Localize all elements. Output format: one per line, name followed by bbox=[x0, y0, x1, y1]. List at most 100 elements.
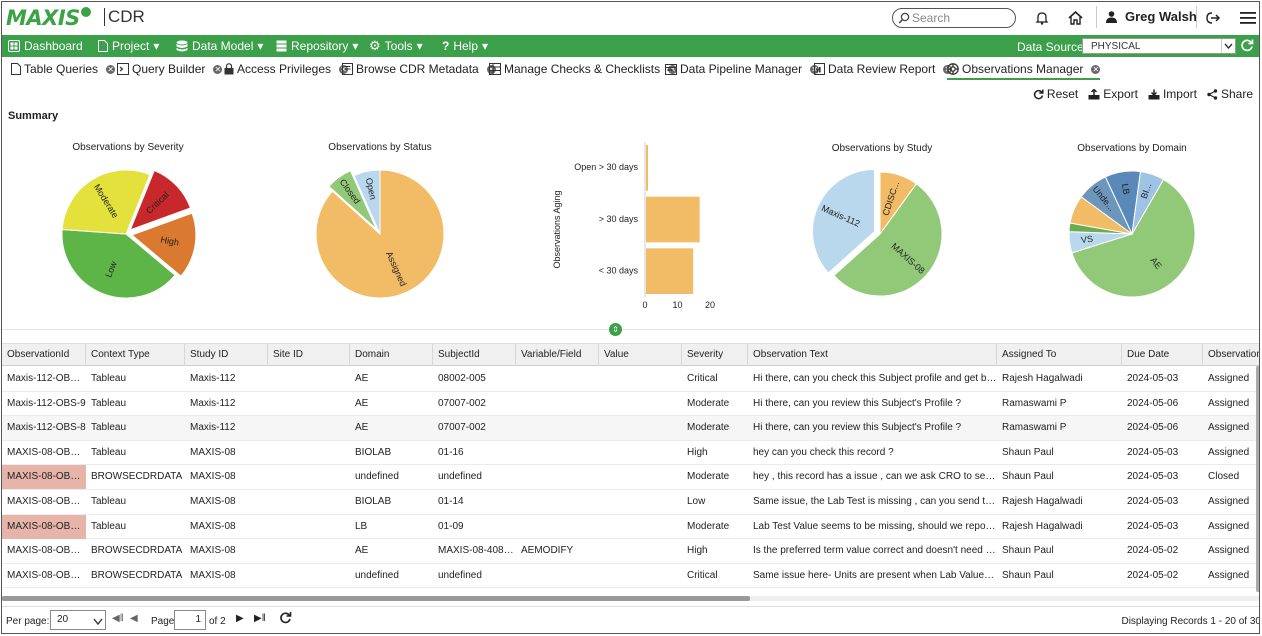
tab-browse-cdr-metadata[interactable]: Browse CDR Metadata ✕ bbox=[342, 62, 496, 76]
pie-slice[interactable] bbox=[130, 212, 197, 277]
column-header[interactable]: SubjectId bbox=[433, 344, 516, 366]
table-cell: AE bbox=[355, 545, 369, 557]
prev-page-icon[interactable]: ◀ bbox=[130, 613, 138, 624]
table-row[interactable]: Maxis-112-OBS-... Tableau Maxis-112 AE 08002… bbox=[2, 367, 1259, 392]
expand-collapse-icon[interactable]: ⇕ bbox=[609, 323, 622, 336]
export-button[interactable]: Export bbox=[1088, 87, 1138, 101]
first-page-icon[interactable]: ◀‖ bbox=[112, 613, 124, 624]
pie-slice[interactable] bbox=[1071, 178, 1196, 298]
close-icon[interactable]: ✕ bbox=[486, 64, 496, 74]
column-header[interactable]: Domain bbox=[350, 344, 433, 366]
column-header[interactable]: Due Date bbox=[1122, 344, 1203, 366]
hamburger-menu-icon[interactable] bbox=[1238, 8, 1258, 28]
import-button[interactable]: Import bbox=[1148, 87, 1197, 101]
table-cell: MAXIS-08-OBS-54 bbox=[7, 496, 86, 507]
horizontal-scrollbar[interactable] bbox=[2, 596, 1259, 601]
menu-help[interactable]: ? Help ▾ bbox=[442, 39, 488, 53]
column-header[interactable]: Site ID bbox=[268, 344, 350, 366]
table-row[interactable]: MAXIS-08-OBS-55 BROWSECDRDATA MAXIS-08 unde… bbox=[2, 465, 1259, 490]
table-row[interactable]: MAXIS-08-OBS-54 Tableau MAXIS-08 BIOLAB 01-1… bbox=[2, 490, 1259, 515]
table-cell: MAXIS-08 bbox=[190, 545, 236, 557]
logout-icon[interactable] bbox=[1203, 8, 1223, 28]
column-header[interactable]: Observations bbox=[1203, 344, 1259, 366]
pie-slice[interactable] bbox=[833, 183, 943, 297]
pie-slice[interactable] bbox=[812, 169, 876, 274]
table-row[interactable]: MAXIS-08-OBS-52 BROWSECDRDATA MAXIS-08 AE MA… bbox=[2, 539, 1259, 564]
menu-repository[interactable]: Repository ▾ bbox=[276, 39, 358, 53]
menu-project[interactable]: Project ▾ bbox=[98, 39, 159, 53]
column-header[interactable]: Study ID bbox=[185, 344, 268, 366]
table-cell bbox=[599, 490, 682, 514]
table-row[interactable]: Maxis-112-OBS-9 Tableau Maxis-112 AE 07007-0… bbox=[2, 392, 1259, 417]
column-header[interactable]: Context Type bbox=[86, 344, 185, 366]
pie-slice[interactable] bbox=[61, 169, 151, 235]
search-input[interactable]: Search bbox=[892, 8, 1016, 28]
table-cell: undefined bbox=[438, 471, 482, 483]
table-row[interactable]: MAXIS-08-OBS-51 BROWSECDRDATA MAXIS-08 unde… bbox=[2, 564, 1259, 589]
home-icon[interactable] bbox=[1065, 8, 1085, 28]
tab-access-privileges[interactable]: Access Privileges ✕ bbox=[224, 62, 349, 76]
close-icon[interactable]: ✕ bbox=[339, 64, 349, 74]
refresh-icon[interactable] bbox=[1240, 38, 1254, 52]
tab-table-queries[interactable]: Table Queries ✕ bbox=[11, 62, 116, 76]
tab-query-builder[interactable]: Query Builder ✕ bbox=[117, 62, 223, 76]
panel-splitter[interactable] bbox=[2, 329, 1259, 330]
notification-bell-icon[interactable] bbox=[1032, 8, 1052, 28]
data-source-select[interactable]: PHYSICAL bbox=[1082, 38, 1236, 54]
close-icon[interactable]: ✕ bbox=[213, 64, 223, 74]
table-cell: Assigned bbox=[1208, 496, 1250, 507]
close-icon[interactable]: ✕ bbox=[1091, 64, 1101, 74]
pie-slice[interactable] bbox=[61, 229, 176, 299]
table-cell: MAXIS-08-OBS-51 bbox=[7, 569, 86, 581]
dashboard-icon bbox=[8, 40, 20, 52]
table-cell bbox=[268, 465, 350, 489]
tab-manage-checks[interactable]: Manage Checks & Checklists ✕ bbox=[489, 62, 678, 76]
bar[interactable] bbox=[646, 196, 700, 243]
per-page-select[interactable]: 20 bbox=[50, 610, 106, 630]
column-header[interactable]: Value bbox=[599, 344, 682, 366]
tab-observations-manager[interactable]: Observations Manager ✕ bbox=[947, 62, 1101, 80]
table-cell: Assigned bbox=[1208, 569, 1250, 581]
logo-text: MAXIS bbox=[6, 6, 80, 30]
column-header[interactable]: ObservationId bbox=[2, 344, 86, 366]
table-row[interactable]: MAXIS-08-OBS-56 Tableau MAXIS-08 BIOLAB 01-1… bbox=[2, 441, 1259, 466]
next-page-icon[interactable]: ▶ bbox=[236, 613, 244, 624]
page-number-input[interactable]: 1 bbox=[174, 610, 206, 630]
chevron-down-icon: ▾ bbox=[257, 39, 264, 53]
menu-data-model[interactable]: Data Model ▾ bbox=[176, 39, 263, 53]
tab-data-review-report[interactable]: Data Review Report ✕ bbox=[814, 62, 953, 76]
pie-slice[interactable] bbox=[328, 170, 377, 230]
menu-dashboard[interactable]: Dashboard bbox=[8, 39, 83, 53]
close-icon[interactable]: ✕ bbox=[668, 64, 678, 74]
maxis-logo[interactable]: MAXIS bbox=[6, 5, 91, 31]
column-header[interactable]: Observation Text bbox=[748, 344, 997, 366]
last-page-icon[interactable]: ▶‖ bbox=[254, 613, 266, 624]
column-header[interactable]: Variable/Field bbox=[516, 344, 599, 366]
column-header[interactable]: Severity bbox=[682, 344, 748, 366]
pie-slice[interactable] bbox=[315, 169, 445, 299]
bar[interactable] bbox=[646, 248, 694, 294]
table-cell: Maxis-112 bbox=[190, 422, 236, 434]
pie-slice[interactable] bbox=[129, 169, 192, 231]
user-menu[interactable]: Greg Walsh bbox=[1106, 9, 1197, 24]
table-row[interactable]: Maxis-112-OBS-8 Tableau Maxis-112 AE 07007-0… bbox=[2, 416, 1259, 441]
scrollbar-thumb[interactable] bbox=[2, 596, 750, 601]
table-cell: Assigned bbox=[1208, 422, 1250, 434]
table-cell: Shaun Paul bbox=[1002, 471, 1054, 483]
share-button[interactable]: Share bbox=[1207, 87, 1253, 101]
column-header[interactable]: Assigned To bbox=[997, 344, 1122, 366]
table-cell: Tableau bbox=[91, 422, 127, 434]
vertical-scrollbar[interactable] bbox=[1256, 366, 1259, 592]
pie-label: LB bbox=[1120, 183, 1132, 195]
refresh-icon[interactable] bbox=[279, 611, 292, 627]
pie-slice[interactable] bbox=[353, 169, 381, 235]
reset-button[interactable]: Reset bbox=[1033, 87, 1078, 101]
table-row[interactable]: MAXIS-08-OBS-53 Tableau MAXIS-08 LB 01-09 Mod… bbox=[2, 514, 1259, 540]
menu-tools[interactable]: ⚙ Tools ▾ bbox=[369, 39, 423, 53]
bar[interactable] bbox=[646, 145, 648, 191]
tab-data-pipeline-manager[interactable]: Data Pipeline Manager ✕ bbox=[665, 62, 820, 76]
close-icon[interactable]: ✕ bbox=[106, 64, 116, 74]
pie-slice[interactable] bbox=[1131, 171, 1165, 235]
